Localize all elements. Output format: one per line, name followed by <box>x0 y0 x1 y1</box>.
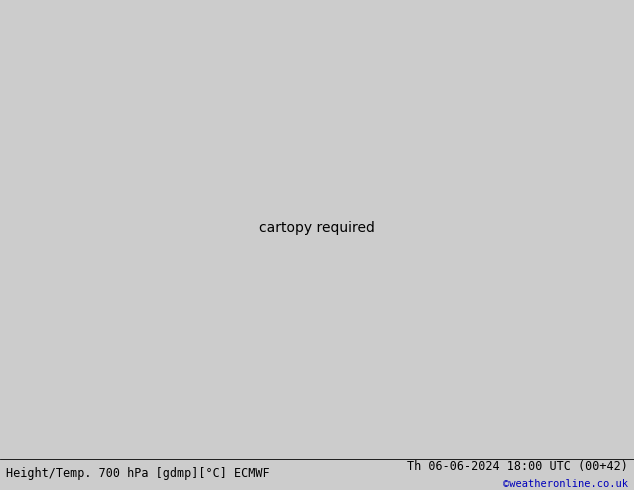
Text: Th 06-06-2024 18:00 UTC (00+42): Th 06-06-2024 18:00 UTC (00+42) <box>407 460 628 473</box>
Text: Height/Temp. 700 hPa [gdmp][°C] ECMWF: Height/Temp. 700 hPa [gdmp][°C] ECMWF <box>6 467 270 480</box>
Text: ©weatheronline.co.uk: ©weatheronline.co.uk <box>503 480 628 490</box>
Text: cartopy required: cartopy required <box>259 221 375 235</box>
